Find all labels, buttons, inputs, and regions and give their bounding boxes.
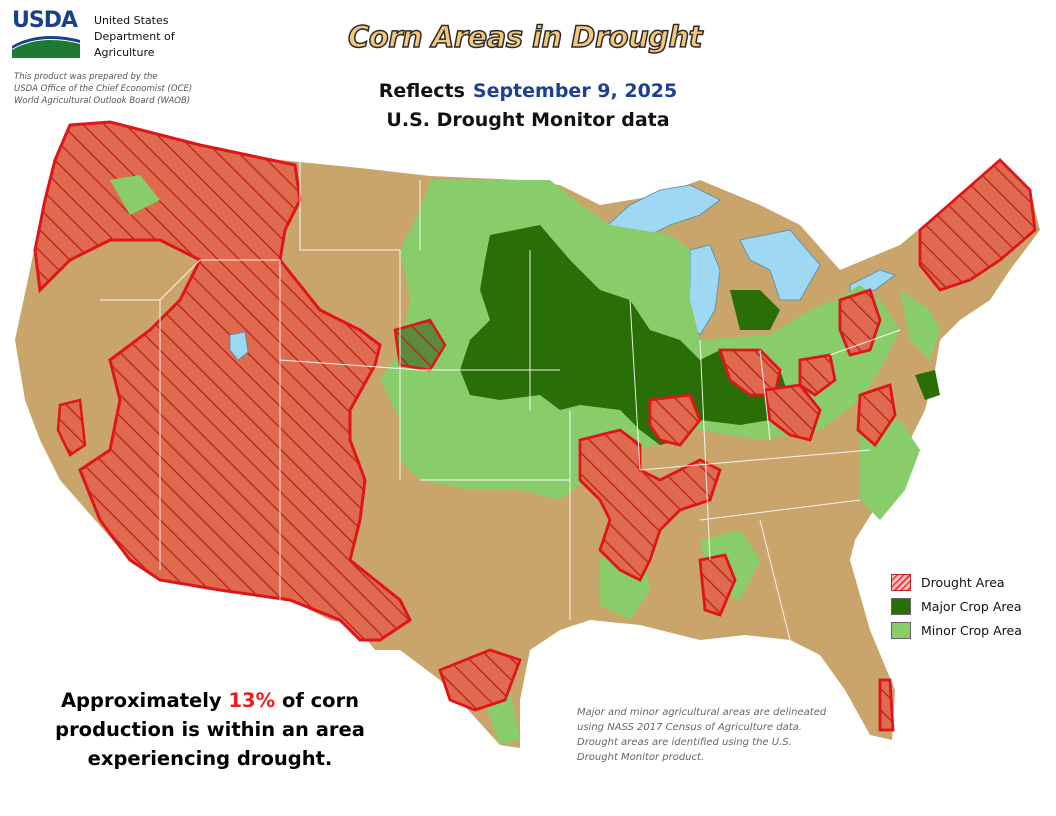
state-borders <box>100 160 901 641</box>
legend-label-major: Major Crop Area <box>921 598 1022 614</box>
legend-label-minor: Minor Crop Area <box>921 622 1022 638</box>
drought-california <box>56 398 87 457</box>
drought-swatch <box>891 573 911 591</box>
credit-line-3: World Agricultural Outlook Board (WAOB) <box>14 96 191 106</box>
legend-item-drought: Drought Area <box>891 570 1022 594</box>
legend: Drought Area Major Crop Area Minor Crop … <box>891 570 1022 642</box>
drought-west <box>33 120 412 642</box>
agency-name: United States Department of Agriculture <box>94 13 175 61</box>
agency-line-3: Agriculture <box>94 46 155 59</box>
legend-item-minor: Minor Crop Area <box>891 618 1022 642</box>
summary-line-2: production is within an area <box>55 718 365 741</box>
credit-line-2: USDA Office of the Chief Economist (OCE) <box>14 84 193 94</box>
credit-text: This product was prepared by the USDA Of… <box>14 71 192 107</box>
agency-line-1: United States <box>94 14 169 27</box>
summary-prefix: Approximately <box>60 689 222 712</box>
summary-suffix: of corn <box>281 689 360 712</box>
drought-east <box>578 158 1037 732</box>
summary-line-1: Approximately 13% of corn <box>40 686 380 715</box>
legend-label-drought: Drought Area <box>921 574 1005 590</box>
great-salt-lake <box>229 331 249 361</box>
drought-texas-gulf <box>438 648 522 712</box>
drought-nebraska <box>393 318 447 372</box>
minor-crop-swatch <box>891 621 911 639</box>
summary-percent: 13% <box>228 689 276 712</box>
summary-line-3: experiencing drought. <box>87 747 333 770</box>
agency-line-2: Department of <box>94 30 175 43</box>
methodology-footnote: Major and minor agricultural areas are d… <box>577 707 827 763</box>
map-subtitle: U.S. Drought Monitor data <box>386 109 670 131</box>
lake-huron <box>739 229 821 301</box>
legend-item-major: Major Crop Area <box>891 594 1022 618</box>
major-crop-swatch <box>891 597 911 615</box>
major-crop-areas <box>460 225 940 445</box>
usda-logo[interactable]: USDA <box>12 8 78 33</box>
usda-logo-swoosh <box>12 36 80 58</box>
reflects-label: Reflects <box>378 80 465 102</box>
summary-statement: Approximately 13% of corn production is … <box>40 686 380 773</box>
reflects-line: Reflects September 9, 2025 <box>300 80 756 102</box>
reflects-date: September 9, 2025 <box>472 80 678 102</box>
credit-line-1: This product was prepared by the <box>14 72 158 82</box>
map-title: Corn Areas in Drought <box>347 19 703 55</box>
